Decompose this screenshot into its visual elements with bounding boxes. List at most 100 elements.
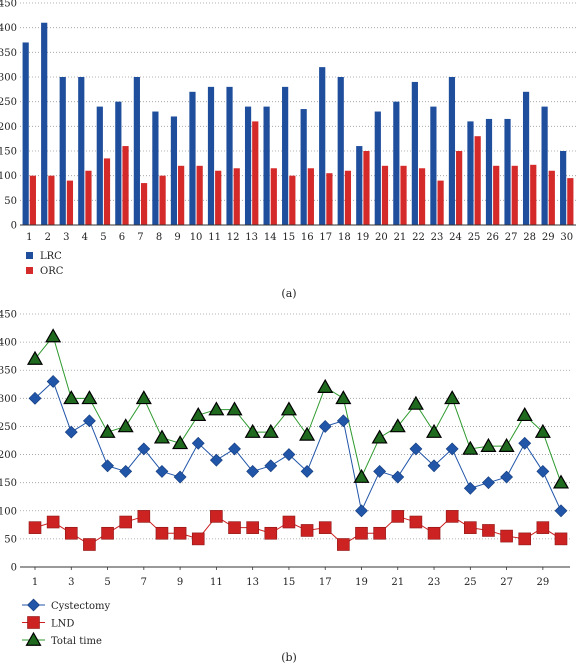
bar-lrc [337,77,344,225]
x-tick-label: 18 [338,232,351,243]
x-tick-label: 9 [174,232,180,243]
diamond-point [536,464,550,478]
markers-cystectomy [28,375,568,518]
triangle-point [444,390,461,405]
x-tick-label: 5 [100,232,106,243]
bar-orc [548,170,555,225]
bar-orc [456,151,463,225]
square-point [554,532,568,546]
x-tick-label: 5 [104,577,110,588]
diamond-point [554,504,568,518]
x-tick-label: 27 [500,577,513,588]
bar-orc [326,173,333,225]
diamond-point [246,464,260,478]
bar-orc [418,168,426,225]
diamond-point [228,442,241,456]
x-tick-label: 30 [560,232,573,243]
square-point [264,526,278,540]
bar-orc [307,168,314,225]
bar-lrc [115,101,122,225]
bar-lrc [244,106,252,225]
x-tick-label: 10 [190,232,203,243]
square-point [337,538,350,551]
triangle-point [244,423,261,438]
x-tick-label: 27 [505,232,518,243]
diamond-point [173,470,187,484]
bar-lrc [522,91,530,225]
square-point [155,526,169,540]
bar-orc [474,136,481,225]
series-line [34,380,562,513]
triangle-point [516,406,533,422]
x-tick-label: 22 [412,232,425,243]
diamond-point [482,476,495,490]
bar-lrc [504,118,511,225]
bar-lrc [226,86,233,225]
triangle-point [135,390,152,405]
square-point [500,529,513,543]
triangle-point [99,423,116,438]
panel-label-a: (a) [281,287,296,300]
triangle-point [534,423,551,438]
diamond-point [373,464,387,478]
series-total-time [34,335,562,483]
x-tick-label: 21 [391,577,404,588]
triangle-point [389,418,406,433]
triangle-point [262,423,279,438]
x-axis-b [20,566,570,570]
bar-lrc [282,86,289,225]
x-tick-label: 7 [137,232,143,243]
x-tick-label: 29 [536,577,549,588]
legend-entry: Total time [22,631,102,647]
square-point [300,524,314,537]
y-tick-labels-b: 0 50 100 150 200 250 300 350 400 450 [0,310,17,574]
triangle-point [317,378,334,393]
bar-lrc [374,111,381,225]
square-point [518,532,532,546]
bar-orc [140,183,148,225]
diamond-point [155,464,169,478]
y-tick-label: 450 [0,0,17,10]
diamond-point [300,464,314,478]
bar-orc [178,165,185,225]
legend-label: LND [51,619,74,630]
diamond-point [264,459,278,473]
bar-lrc [560,151,567,225]
legend-entry: LND [22,616,74,630]
bar-orc [381,165,389,225]
bar-lrc [300,109,307,225]
triangle-point [480,437,497,452]
bar-lrc [22,42,29,225]
square-point [191,532,205,546]
y-tick-label: 350 [0,48,17,59]
diamond-point [336,414,350,428]
square-point [282,515,296,529]
x-tick-label: 14 [264,232,277,243]
lines-b [26,328,570,551]
x-tick-label: 9 [177,577,183,588]
diamond-point [409,442,423,456]
x-tick-label: 15 [283,577,296,588]
triangle-point [299,426,316,441]
x-tick-label: 19 [355,577,368,588]
square-point [83,538,96,551]
square-point [210,510,223,523]
triangle-point [208,401,225,416]
x-tick-labels-b: 1 3 5 7 9 11 13 15 17 19 21 23 25 27 29 [32,577,549,588]
diamond-point [101,459,114,473]
legend-label: Total time [51,636,102,647]
bar-lrc [448,77,456,225]
square-point [427,526,441,540]
legend-label-lrc: LRC [40,251,62,262]
x-tick-label: 17 [319,577,332,588]
bar-lrc [59,77,66,225]
square-point [373,526,386,540]
x-tick-label: 28 [523,232,536,243]
x-tick-label: 19 [356,232,369,243]
x-tick-label: 15 [282,232,295,243]
diamond-point [445,442,459,456]
y-tick-label: 50 [4,196,17,207]
series-lnd [34,515,562,546]
square-point [464,521,477,534]
